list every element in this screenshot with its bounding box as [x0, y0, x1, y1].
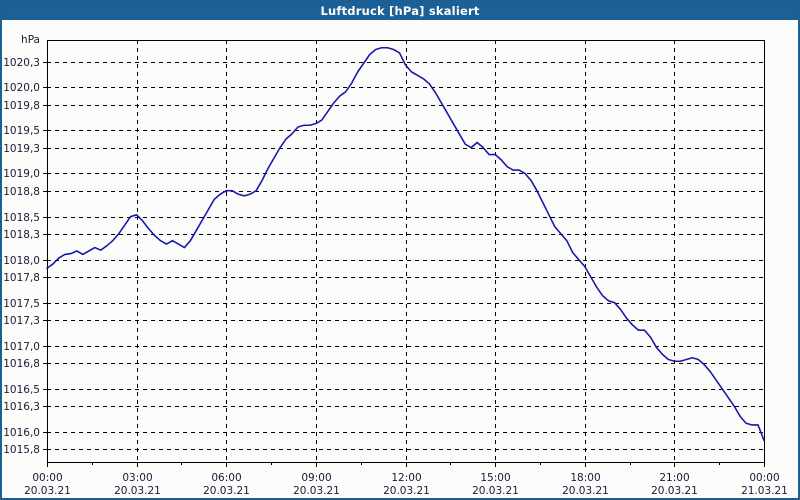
y-axis-tick-label: 1016,0	[3, 427, 40, 439]
x-axis-date-label: 20.03.21	[24, 485, 71, 497]
x-axis-date-label: 20.03.21	[472, 485, 519, 497]
pressure-line	[46, 46, 765, 442]
y-axis-tick-label: 1018,8	[3, 186, 40, 198]
y-axis-tick-label: 1019,5	[3, 125, 40, 137]
y-axis-tick-label: 1020,0	[3, 82, 40, 94]
x-axis-date-label: 20.03.21	[383, 485, 430, 497]
x-axis-date-label: 20.03.21	[562, 485, 609, 497]
x-axis-time-label: 00:00	[32, 472, 62, 484]
pressure-series	[46, 46, 765, 442]
x-axis-time-label: 18:00	[570, 472, 600, 484]
window-title-bar: Luftdruck [hPa] skaliert	[2, 2, 798, 20]
y-axis-tick-label: 1018,3	[3, 229, 40, 241]
axis-labels: 1020,3 1020,0 1019,8 1019,5 1019,3 1019,0 1018…	[3, 34, 788, 497]
x-axis-time-label: 15:00	[480, 472, 510, 484]
y-axis-tick-label: 1016,3	[3, 401, 40, 413]
grid-layer	[47, 40, 764, 462]
y-axis-tick-label: 1018,0	[3, 255, 40, 267]
x-axis-date-label: 20.03.21	[114, 485, 161, 497]
x-axis-date-label: 20.03.21	[293, 485, 340, 497]
y-axis-tick-label: 1016,8	[3, 358, 40, 370]
x-axis-date-label: 20.03.21	[651, 485, 698, 497]
y-axis-tick-label: 1017,5	[3, 298, 40, 310]
tick-marks	[43, 62, 765, 467]
x-axis-time-label: 03:00	[122, 472, 152, 484]
y-axis-tick-label: 1019,3	[3, 143, 40, 155]
y-axis-tick-label: 1015,8	[3, 444, 40, 456]
x-axis-date-label: 21.03.21	[741, 485, 788, 497]
x-axis-time-label: 12:00	[391, 472, 421, 484]
y-axis-unit-label: hPa	[21, 34, 40, 46]
x-axis-time-label: 21:00	[659, 472, 689, 484]
x-axis-date-label: 20.03.21	[203, 485, 250, 497]
y-axis-tick-label: 1019,0	[3, 168, 40, 180]
y-axis-tick-label: 1020,3	[3, 57, 40, 69]
pressure-line-chart: 1020,3 1020,0 1019,8 1019,5 1019,3 1019,0 1018…	[3, 34, 788, 497]
y-axis-tick-label: 1017,3	[3, 315, 40, 327]
y-axis-tick-label: 1017,0	[3, 341, 40, 353]
x-axis-time-label: 06:00	[211, 472, 241, 484]
y-axis-tick-label: 1016,5	[3, 384, 40, 396]
y-axis-tick-label: 1019,8	[3, 100, 40, 112]
x-axis-time-label: 09:00	[301, 472, 331, 484]
x-axis-time-label: 00:00	[749, 472, 779, 484]
y-axis-tick-label: 1018,5	[3, 212, 40, 224]
chart-canvas: 1020,3 1020,0 1019,8 1019,5 1019,3 1019,0 1018…	[2, 20, 798, 498]
y-axis-tick-label: 1017,8	[3, 272, 40, 284]
